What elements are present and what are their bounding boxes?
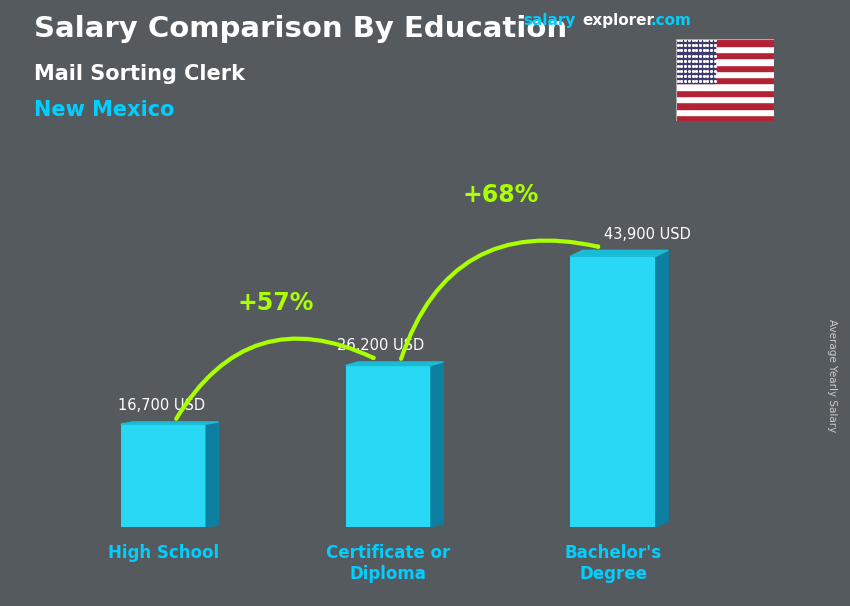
Polygon shape [656, 250, 668, 527]
Bar [676, 58, 774, 65]
Bar [676, 77, 774, 84]
Bar [676, 102, 774, 108]
Bar [676, 39, 715, 84]
Text: explorer: explorer [582, 13, 654, 28]
Bar [676, 115, 774, 121]
Text: +68%: +68% [462, 183, 539, 207]
Bar [676, 84, 774, 90]
Polygon shape [570, 256, 656, 527]
Bar [676, 90, 774, 96]
Bar [676, 65, 774, 71]
FancyArrowPatch shape [176, 339, 373, 419]
Polygon shape [570, 250, 668, 256]
Text: Mail Sorting Clerk: Mail Sorting Clerk [34, 64, 245, 84]
Text: 26,200 USD: 26,200 USD [337, 338, 424, 353]
Text: Average Yearly Salary: Average Yearly Salary [827, 319, 837, 432]
Bar [676, 45, 774, 52]
Text: +57%: +57% [238, 291, 314, 315]
Polygon shape [121, 422, 218, 424]
Polygon shape [207, 422, 218, 527]
Text: .com: .com [650, 13, 691, 28]
Bar [676, 108, 774, 115]
Text: 43,900 USD: 43,900 USD [604, 227, 691, 242]
Bar [676, 39, 774, 45]
Text: New Mexico: New Mexico [34, 100, 174, 120]
Bar [676, 96, 774, 102]
Polygon shape [121, 424, 207, 527]
Polygon shape [431, 362, 444, 527]
Text: 16,700 USD: 16,700 USD [118, 398, 206, 413]
Bar [676, 71, 774, 77]
Text: Salary Comparison By Education: Salary Comparison By Education [34, 15, 567, 43]
FancyArrowPatch shape [401, 241, 598, 359]
Polygon shape [346, 365, 431, 527]
Polygon shape [346, 362, 444, 365]
Bar [676, 52, 774, 58]
Text: salary: salary [523, 13, 575, 28]
